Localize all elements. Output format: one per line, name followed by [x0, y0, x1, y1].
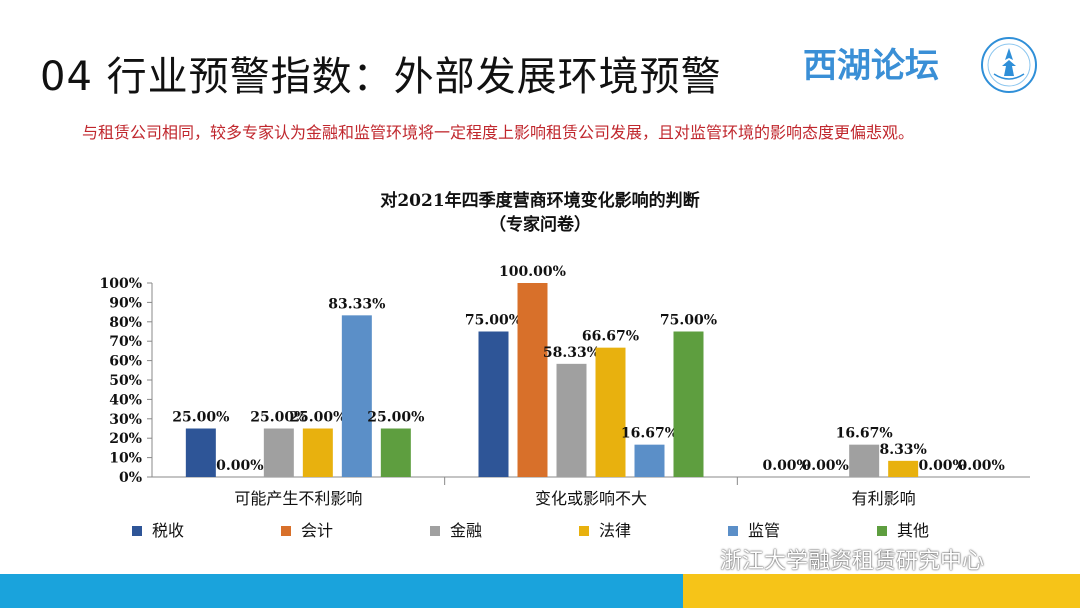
page-title: 04 行业预警指数：外部发展环境预警	[40, 54, 722, 100]
data-label: 0.00%	[762, 458, 809, 474]
y-tick-label: 70%	[109, 334, 142, 350]
bar	[673, 331, 704, 477]
bar	[517, 283, 548, 477]
chart-title: 对2021年四季度营商环境变化影响的判断	[380, 191, 700, 211]
data-label: 0.00%	[918, 458, 965, 474]
data-label: 58.33%	[543, 345, 600, 361]
data-label: 25.00%	[367, 410, 424, 426]
data-label: 75.00%	[660, 313, 717, 329]
y-tick-label: 10%	[109, 451, 142, 467]
y-tick-label: 80%	[109, 315, 142, 331]
data-label: 25.00%	[289, 410, 346, 426]
legend-swatch	[579, 526, 589, 536]
legend-label: 监管	[748, 521, 780, 540]
legend-label: 其他	[897, 521, 929, 540]
legend-label: 法律	[599, 521, 631, 540]
legend-swatch	[132, 526, 142, 536]
bar-chart: 0% 10% 20% 30% 40% 50% 60% 70% 80% 90% 100% 25.00% 0…	[99, 264, 1030, 540]
data-label: 8.33%	[879, 442, 926, 458]
y-tick-label: 40%	[109, 392, 142, 408]
legend-swatch	[430, 526, 440, 536]
legend-label: 金融	[450, 521, 482, 540]
intro-text: 与租赁公司相同，较多专家认为金融和监管环境将一定程度上影响租赁公司发展，且对监管…	[82, 123, 915, 142]
data-label: 75.00%	[465, 313, 522, 329]
footer-bar-blue	[0, 574, 683, 608]
bar	[341, 315, 372, 477]
bar	[478, 331, 509, 477]
brand-name: 西湖论坛	[803, 46, 939, 86]
data-label: 0.00%	[216, 458, 263, 474]
data-label: 25.00%	[250, 410, 307, 426]
data-label: 66.67%	[582, 329, 639, 345]
footer-org-label: 浙江大学融资租赁研究中心	[720, 549, 985, 574]
legend-swatch	[728, 526, 738, 536]
bar	[263, 428, 294, 477]
data-label: 25.00%	[172, 410, 229, 426]
bar	[888, 460, 919, 477]
x-category-label: 可能产生不利影响	[234, 489, 362, 508]
y-tick-label: 50%	[109, 373, 142, 389]
wechat-icon	[679, 552, 710, 572]
y-tick-label: 100%	[99, 276, 142, 292]
bar	[302, 428, 333, 477]
footer-org: 浙江大学融资租赁研究中心	[678, 543, 984, 575]
data-label: 0.00%	[957, 458, 1004, 474]
y-tick-label: 20%	[109, 431, 142, 447]
y-tick-label: 0%	[119, 470, 142, 486]
legend-swatch	[281, 526, 291, 536]
y-tick-label: 30%	[109, 412, 142, 428]
data-label: 16.67%	[836, 426, 893, 442]
bar	[380, 428, 411, 477]
forum-logo	[981, 37, 1037, 93]
y-tick-label: 60%	[109, 354, 142, 370]
x-category-label: 变化或影响不大	[535, 489, 647, 508]
data-label: 83.33%	[328, 296, 385, 312]
bar	[634, 444, 665, 477]
chart-subtitle: （专家问卷）	[489, 215, 591, 235]
data-label: 100.00%	[499, 264, 566, 280]
data-label: 16.67%	[621, 426, 678, 442]
footer-bar-yellow	[683, 574, 1080, 608]
bar	[849, 444, 880, 477]
legend-label: 会计	[301, 521, 333, 540]
y-tick-label: 90%	[109, 295, 142, 311]
bar	[556, 363, 587, 477]
legend-swatch	[877, 526, 887, 536]
bar	[185, 428, 216, 477]
legend-label: 税收	[152, 521, 184, 540]
bar	[595, 347, 626, 477]
x-category-label: 有利影响	[852, 489, 916, 508]
data-label: 0.00%	[801, 458, 848, 474]
